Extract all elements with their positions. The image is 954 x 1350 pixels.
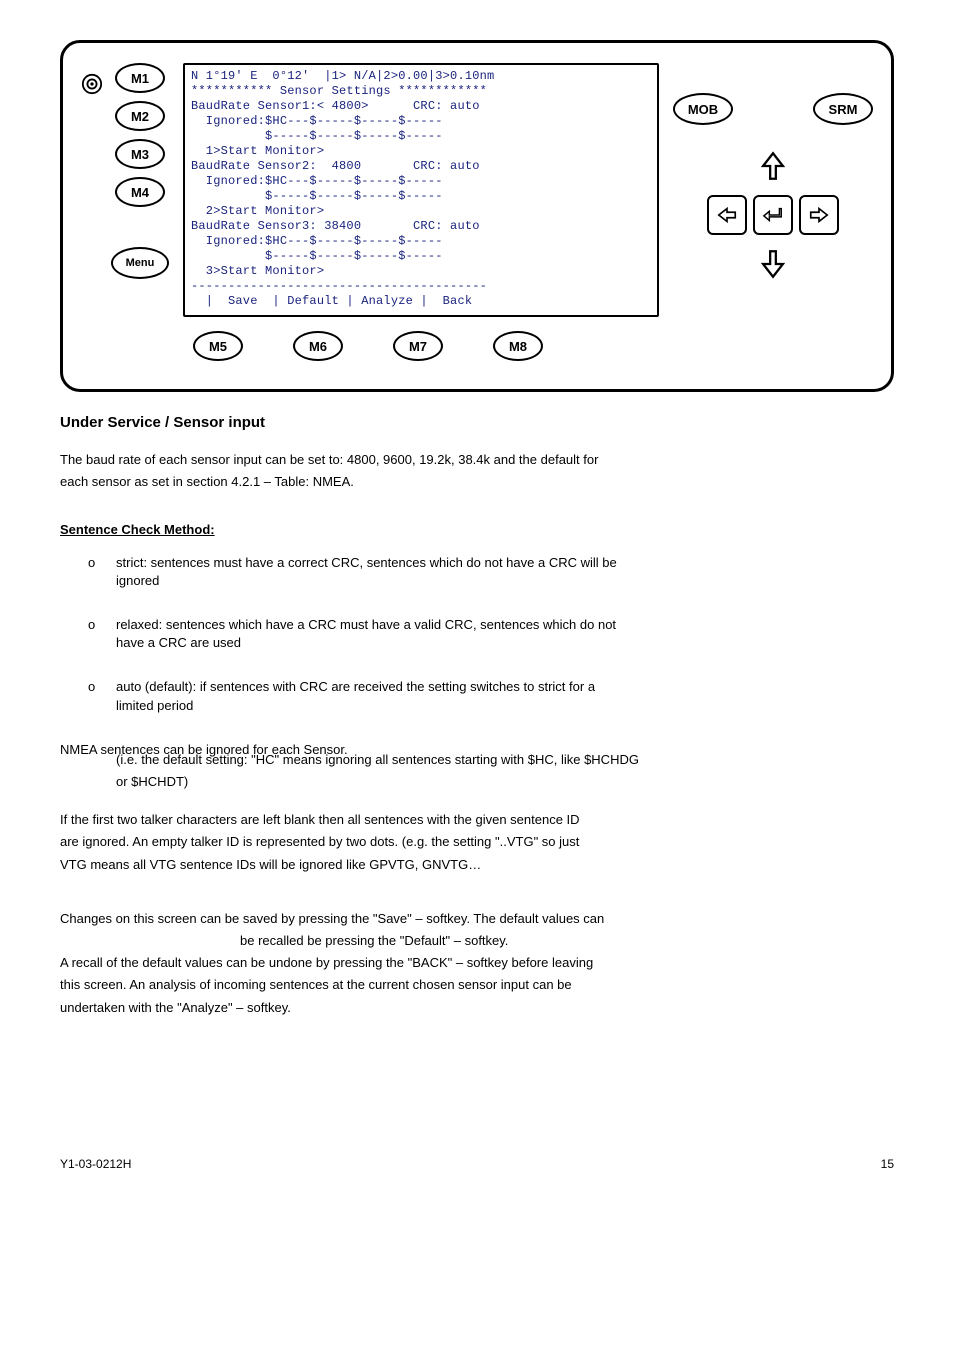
m2-button[interactable]: M2: [115, 101, 165, 131]
m7-button[interactable]: M7: [393, 331, 443, 361]
center-column: N 1°19' E 0°12' |1> N/A|2>0.00|3>0.10nm …: [183, 63, 659, 361]
list-item: strict: sentences must have a correct CR…: [60, 554, 894, 590]
m3-button[interactable]: M3: [115, 139, 165, 169]
paragraph: undertaken with the "Analyze" – softkey.: [60, 999, 894, 1017]
list-text: strict: sentences must have a correct CR…: [116, 555, 617, 570]
m4-button[interactable]: M4: [115, 177, 165, 207]
dpad: [707, 147, 839, 283]
menu-button[interactable]: Menu: [111, 247, 169, 279]
arrow-down-icon[interactable]: [754, 245, 792, 283]
enter-button[interactable]: [753, 195, 793, 235]
term-line: BaudRate Sensor3: 38400 CRC: auto: [191, 219, 480, 233]
list-text: have a CRC are used: [116, 635, 241, 650]
page-footer: Y1-03-0212H 15: [60, 1157, 894, 1171]
list-item: auto (default): if sentences with CRC ar…: [60, 678, 894, 714]
bullet-list: strict: sentences must have a correct CR…: [60, 554, 894, 715]
paragraph: The baud rate of each sensor input can b…: [60, 451, 894, 469]
term-line: BaudRate Sensor2: 4800 CRC: auto: [191, 159, 480, 173]
right-column: MOB SRM: [673, 63, 873, 283]
term-line: 3>Start Monitor>: [191, 264, 324, 278]
paragraph: (i.e. the default setting: "HC" means ig…: [116, 751, 894, 769]
footer-left: Y1-03-0212H: [60, 1157, 131, 1171]
term-line: $-----$-----$-----$-----: [191, 189, 443, 203]
paragraph: Changes on this screen can be saved by p…: [60, 910, 894, 928]
term-line: BaudRate Sensor1:< 4800> CRC: auto: [191, 99, 480, 113]
list-text: auto (default): if sentences with CRC ar…: [116, 679, 595, 694]
list-text: limited period: [116, 698, 193, 713]
m1-button[interactable]: M1: [115, 63, 165, 93]
srm-button[interactable]: SRM: [813, 93, 873, 125]
paragraph: are ignored. An empty talker ID is repre…: [60, 833, 894, 851]
term-line: Ignored:$HC---$-----$-----$-----: [191, 114, 443, 128]
term-line: 1>Start Monitor>: [191, 144, 324, 158]
list-text: ignored: [116, 573, 159, 588]
paragraph: or $HCHDT): [116, 773, 894, 791]
term-line: | Save | Default | Analyze | Back: [191, 294, 472, 308]
paragraph: be recalled be pressing the "Default" – …: [240, 932, 894, 950]
arrow-right-button[interactable]: [799, 195, 839, 235]
term-line: Ignored:$HC---$-----$-----$-----: [191, 234, 443, 248]
left-column: M1 M2 M3 M4 Menu: [81, 63, 169, 279]
save-block: Changes on this screen can be saved by p…: [60, 910, 894, 1017]
footer-right: 15: [881, 1157, 894, 1171]
term-line: N 1°19' E 0°12' |1> N/A|2>0.00|3>0.10nm: [191, 69, 494, 83]
term-line: $-----$-----$-----$-----: [191, 249, 443, 263]
term-line: ----------------------------------------: [191, 279, 487, 293]
paragraph: VTG means all VTG sentence IDs will be i…: [60, 856, 894, 874]
section-path: Under Service / Sensor input: [60, 412, 894, 433]
m8-button[interactable]: M8: [493, 331, 543, 361]
terminal-screen: N 1°19' E 0°12' |1> N/A|2>0.00|3>0.10nm …: [183, 63, 659, 317]
term-line: $-----$-----$-----$-----: [191, 129, 443, 143]
term-line: *********** Sensor Settings ************: [191, 84, 487, 98]
power-icon: [81, 73, 103, 95]
term-line: 2>Start Monitor>: [191, 204, 324, 218]
list-text: relaxed: sentences which have a CRC must…: [116, 617, 616, 632]
bottom-softkeys: M5 M6 M7 M8: [193, 331, 659, 361]
paragraph: each sensor as set in section 4.2.1 – Ta…: [60, 473, 894, 491]
paragraph: If the first two talker characters are l…: [60, 811, 894, 829]
m5-button[interactable]: M5: [193, 331, 243, 361]
list-item: relaxed: sentences which have a CRC must…: [60, 616, 894, 652]
mob-button[interactable]: MOB: [673, 93, 733, 125]
arrow-up-icon[interactable]: [754, 147, 792, 185]
indent-block: (i.e. the default setting: "HC" means ig…: [116, 751, 894, 791]
subheader: Sentence Check Method:: [60, 521, 894, 539]
paragraph: this screen. An analysis of incoming sen…: [60, 976, 894, 994]
term-line: Ignored:$HC---$-----$-----$-----: [191, 174, 443, 188]
paragraph: A recall of the default values can be un…: [60, 954, 894, 972]
arrow-left-button[interactable]: [707, 195, 747, 235]
m6-button[interactable]: M6: [293, 331, 343, 361]
document-body: Under Service / Sensor input The baud ra…: [60, 412, 894, 1017]
device-panel: M1 M2 M3 M4 Menu N 1°19' E 0°12' |1> N/A…: [60, 40, 894, 392]
